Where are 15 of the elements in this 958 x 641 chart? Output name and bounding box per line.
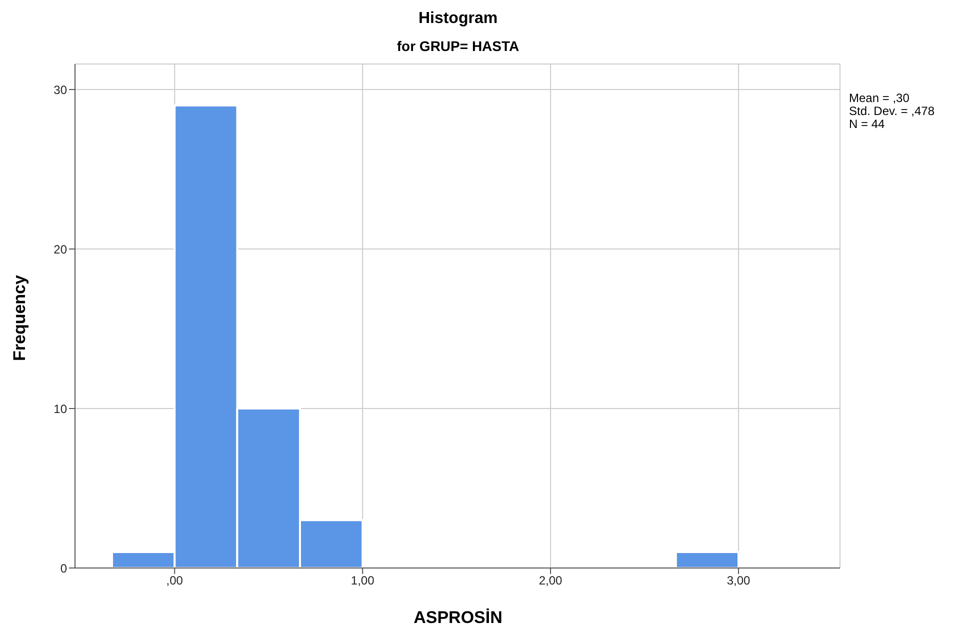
text: Std. Dev. = ,478 [849,104,934,118]
chart-title: Histogram [417,10,499,28]
y-tick-label: 20 [54,242,68,256]
x-tick-label: 1,00 [350,574,375,588]
chart-subtitle: for GRUP= HASTA [396,38,520,54]
x-tick-label: 2,00 [538,574,563,588]
y-tick-label: 30 [54,82,68,97]
text: Mean = ,30 [849,91,910,105]
y-tick-label: 10 [54,402,68,416]
y-axis-title: Frequency [10,274,30,363]
x-tick-label: ,00 [166,574,184,588]
x-axis-title: ASPROSİN [412,608,504,628]
text: N = 44 [849,117,886,131]
y-tick-label: 0 [60,561,68,576]
x-tick-label: 3,00 [726,574,751,588]
